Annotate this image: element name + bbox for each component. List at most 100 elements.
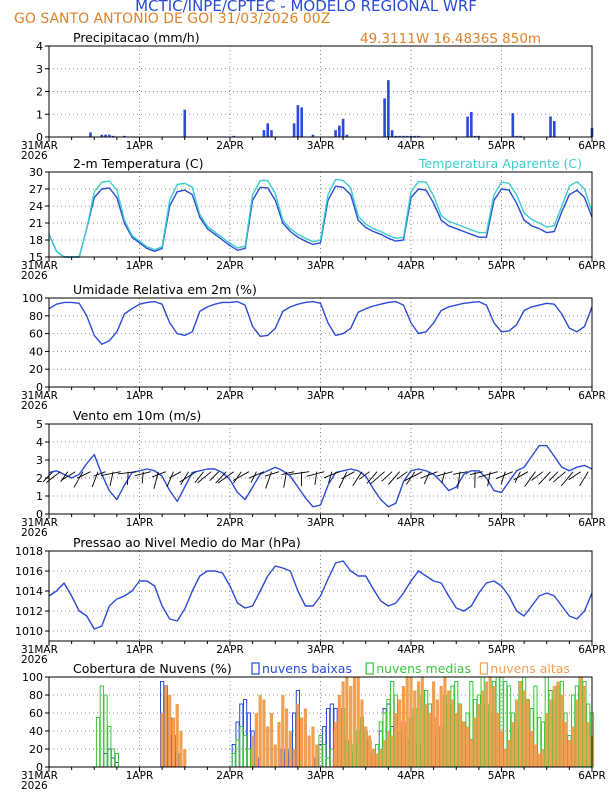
cloud-bar-nuvens-altas	[432, 681, 436, 767]
wind-arrow	[369, 471, 385, 485]
wind-arrow	[457, 471, 461, 490]
wind-arrow	[366, 471, 378, 484]
cloud-bar-nuvens-altas	[567, 740, 571, 767]
wind-arrow	[538, 471, 551, 485]
precip-bar	[519, 135, 522, 137]
cloud-bar-nuvens-altas	[364, 726, 368, 767]
cloud-bar-nuvens-altas	[371, 749, 375, 767]
wind-arrow	[169, 471, 182, 479]
rh-ytick-label: 0	[36, 381, 43, 394]
cloud-bar-nuvens-altas	[499, 731, 504, 767]
pressure-ytick-label: 1014	[15, 585, 43, 598]
cloud-bar-nuvens-altas	[266, 726, 270, 767]
cloud-bar-nuvens-altas	[564, 722, 568, 767]
temp-legend: Temperatura Aparente (C)	[418, 156, 582, 171]
precip-xlabel-year: 2026	[21, 150, 48, 162]
precip-xlabel-start: 31MAR	[21, 140, 58, 152]
wind-arrow	[495, 471, 513, 480]
cloud-bar-nuvens-altas	[168, 695, 172, 767]
cloud-bar-nuvens-altas	[514, 699, 519, 767]
cloud-bar-nuvens-altas	[356, 677, 360, 767]
cloud-bar-nuvens-medias	[325, 757, 331, 768]
cloud-bar-nuvens-altas	[375, 753, 379, 767]
wind-arrow	[524, 471, 536, 487]
wind-xlabel-day: 5APR	[488, 517, 516, 529]
wind-arrow	[436, 471, 453, 477]
wind-xlabel-start: 31MAR	[21, 517, 58, 529]
cloud-bar-nuvens-altas	[465, 726, 470, 767]
cloud-bar-nuvens-altas	[281, 695, 285, 767]
cloud-bar-nuvens-altas	[341, 681, 345, 767]
clouds-ytick-label: 80	[29, 689, 43, 702]
wind-arrow	[100, 471, 121, 477]
precip-xlabel-day: 3APR	[307, 140, 335, 152]
cloud-bar-nuvens-altas	[401, 686, 406, 767]
clouds-xlabel-year: 2026	[21, 780, 48, 792]
cloud-bar-nuvens-altas	[575, 699, 579, 767]
wind-arrow	[420, 471, 438, 479]
cloud-bar-nuvens-altas	[292, 749, 296, 767]
cloud-bar-nuvens-altas	[386, 731, 390, 767]
pressure-ytick-label: 1018	[15, 545, 43, 558]
temp-ytick-label: 18	[29, 234, 43, 247]
wind-xlabel-day: 1APR	[126, 517, 154, 529]
pressure-ytick-label: 1012	[15, 605, 43, 618]
precip-bar	[398, 135, 401, 137]
precip-bar	[511, 113, 515, 137]
wind-arrow	[358, 471, 370, 480]
cloud-bar-nuvens-altas	[420, 677, 424, 767]
clouds-xlabel-day: 4APR	[397, 770, 425, 782]
wind-arrow	[560, 471, 574, 487]
precip-xlabel-day: 4APR	[397, 140, 425, 152]
wind-arrow	[469, 471, 483, 475]
rh-xlabel-start: 31MAR	[21, 390, 58, 402]
cloud-bar-nuvens-altas	[492, 686, 496, 767]
rh-xlabel-day: 2APR	[216, 390, 244, 402]
precip-bar	[387, 80, 390, 137]
pressure-ytick-label: 1010	[15, 625, 43, 638]
cloud-bar-nuvens-altas	[296, 704, 300, 767]
precip-bar	[552, 121, 556, 137]
rh-xlabel-day: 3APR	[307, 390, 335, 402]
wind-ytick-label: 4	[36, 436, 43, 449]
precip-xlabel-day: 1APR	[126, 140, 154, 152]
cloud-bar-nuvens-altas	[548, 699, 553, 767]
precip-bar	[100, 134, 104, 137]
cloud-bar-nuvens-altas	[398, 699, 402, 767]
legend-swatch-nuvens-baixas	[251, 662, 260, 675]
cloud-bar-nuvens-altas	[300, 717, 304, 767]
cloud-bar-nuvens-altas	[160, 713, 164, 767]
cloud-bar-nuvens-altas	[469, 740, 473, 767]
wind-arrow	[281, 471, 295, 475]
cloud-bar-nuvens-altas	[586, 722, 590, 767]
cloud-bar-nuvens-altas	[462, 722, 466, 767]
cloud-bar-nuvens-altas	[560, 695, 564, 767]
cloud-bar-nuvens-medias	[239, 726, 244, 768]
cloud-bar-nuvens-altas	[409, 677, 413, 767]
precip-frame	[48, 45, 593, 138]
wind-arrow	[579, 471, 589, 487]
wind-title: Vento em 10m (m/s)	[73, 408, 201, 423]
cloud-bar-nuvens-altas	[571, 726, 575, 767]
wind-arrow	[134, 471, 151, 477]
wind-arrow	[217, 471, 235, 484]
precip-bar	[402, 135, 405, 137]
cloud-bar-nuvens-altas	[352, 677, 357, 767]
legend-swatch-nuvens-medias	[365, 662, 374, 675]
precip-bar	[394, 135, 398, 137]
cloud-bar-nuvens-altas	[537, 753, 541, 767]
cloud-bar-nuvens-altas	[413, 690, 417, 767]
cloud-bar-nuvens-medias	[242, 735, 248, 768]
precip-bar	[104, 134, 107, 137]
cloud-bar-nuvens-altas	[454, 713, 458, 767]
pressure-xlabel-day: 3APR	[307, 644, 335, 656]
wind-arrow	[153, 471, 159, 489]
wind-arrow	[453, 471, 468, 475]
cloud-bar-nuvens-altas	[269, 713, 274, 767]
wind-arrow	[42, 471, 54, 483]
wind-arrow	[61, 471, 76, 481]
cloud-bar-nuvens-altas	[164, 686, 168, 767]
cloud-bar-nuvens-altas	[288, 731, 292, 767]
